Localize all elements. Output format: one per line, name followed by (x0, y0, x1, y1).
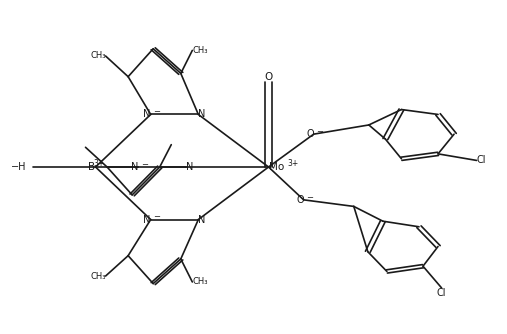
Text: N: N (131, 162, 138, 172)
Text: 3+: 3+ (287, 159, 299, 168)
Text: N: N (186, 162, 193, 172)
Text: N: N (143, 214, 151, 224)
Text: N: N (198, 214, 206, 224)
Text: Cl: Cl (477, 155, 486, 165)
Text: −H: −H (11, 162, 27, 172)
Text: 3+: 3+ (93, 159, 104, 168)
Text: CH₃: CH₃ (90, 272, 105, 281)
Text: CH₃: CH₃ (90, 51, 105, 60)
Text: O: O (296, 195, 304, 205)
Text: Mo: Mo (269, 162, 284, 172)
Text: O: O (265, 71, 273, 81)
Text: N: N (143, 110, 151, 120)
Text: N: N (198, 110, 206, 120)
Text: −: − (316, 127, 323, 136)
Text: CH₃: CH₃ (192, 278, 208, 287)
Text: −: − (306, 193, 313, 202)
Text: −: − (153, 212, 160, 221)
Text: CH₃: CH₃ (192, 46, 208, 55)
Text: B: B (88, 162, 95, 172)
Text: −: − (140, 160, 148, 169)
Text: Cl: Cl (437, 288, 446, 298)
Text: −: − (153, 107, 160, 116)
Text: O: O (306, 129, 314, 139)
